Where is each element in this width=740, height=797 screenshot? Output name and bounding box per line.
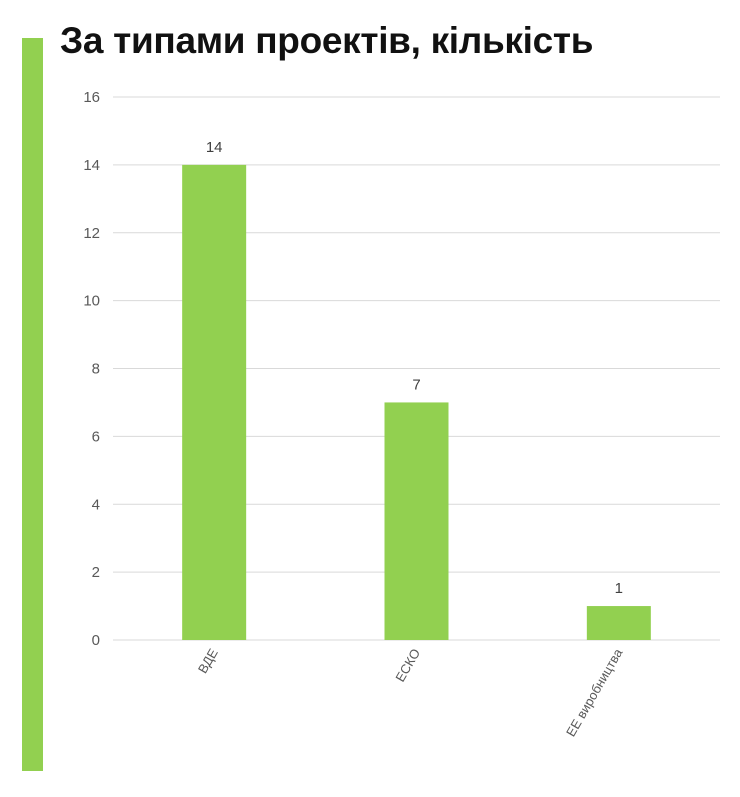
y-axis-ticks: 0 2 4 6 8 10 12 14 16 [83, 89, 100, 649]
y-tick-label: 2 [92, 564, 100, 581]
y-tick-label: 6 [92, 428, 100, 445]
bars [182, 164, 651, 640]
category-label: ВДЕ [195, 646, 221, 676]
chart-title: За типами проектів, кількість [60, 20, 594, 61]
y-tick-label: 14 [83, 157, 100, 174]
data-label: 7 [412, 376, 420, 393]
y-tick-label: 0 [92, 632, 100, 649]
y-tick-label: 10 [83, 293, 100, 310]
x-axis-categories: ВДЕ ЕСКО ЕЕ виробництва [195, 645, 626, 739]
data-label: 1 [615, 580, 623, 597]
category-label: ЕЕ виробництва [563, 645, 626, 739]
bar-3 [586, 606, 651, 640]
y-tick-label: 4 [92, 496, 100, 513]
data-labels: 14 7 1 [206, 139, 623, 597]
bar-2 [384, 402, 449, 640]
y-tick-label: 16 [83, 89, 100, 106]
y-tick-label: 8 [92, 361, 100, 378]
bar-1 [182, 164, 247, 640]
category-label: ЕСКО [392, 646, 423, 684]
accent-bar [22, 38, 43, 771]
data-label: 14 [206, 139, 223, 156]
y-tick-label: 12 [83, 225, 100, 242]
